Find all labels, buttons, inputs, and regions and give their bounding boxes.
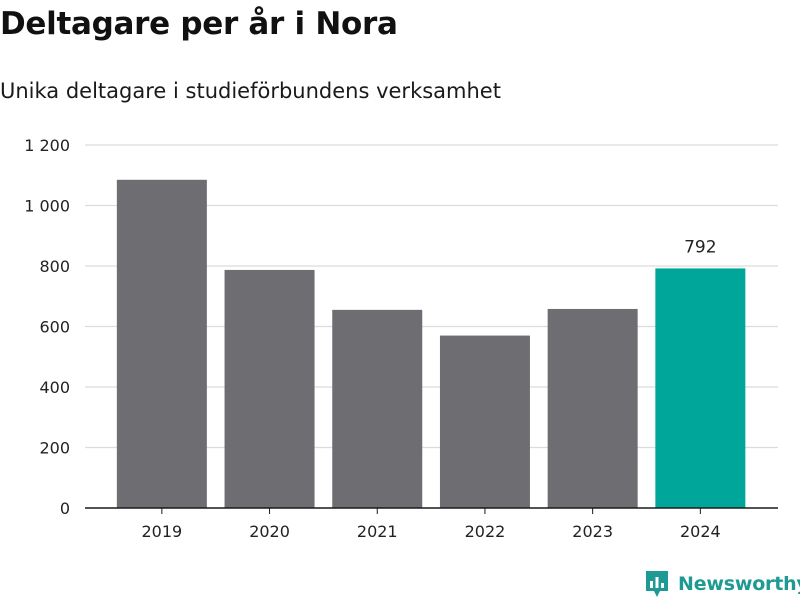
x-tick-label: 2023 (572, 522, 613, 541)
x-tick-label: 2019 (141, 522, 182, 541)
y-tick-label: 1 200 (24, 136, 70, 155)
bar-2019 (116, 179, 207, 508)
y-tick-label: 600 (39, 318, 70, 337)
data-label: 792 (684, 237, 716, 257)
chart-subtitle: Unika deltagare i studieförbundens verks… (0, 79, 501, 103)
y-tick-label: 400 (39, 378, 70, 397)
x-tick-label: 2021 (357, 522, 398, 541)
x-axis (85, 507, 778, 514)
chart-title: Deltagare per år i Nora (0, 6, 398, 42)
bar-2021 (332, 309, 423, 508)
bars (116, 179, 746, 508)
x-tick-label: 2020 (249, 522, 290, 541)
bar-2024 (655, 268, 746, 508)
y-tick-label: 800 (39, 257, 70, 276)
y-tick-label: 0 (60, 499, 70, 518)
x-tick-label: 2024 (680, 522, 721, 541)
y-tick-label: 200 (39, 439, 70, 458)
x-tick-label: 2022 (465, 522, 506, 541)
labels: 0 200 400 600 800 1 000 1 200 2019 2020 2021 2022 2… (24, 136, 721, 541)
bar-2023 (547, 308, 638, 508)
y-tick-label: 1 000 (24, 197, 70, 216)
newsworthy-logo-icon (646, 571, 668, 597)
brand-logo: Newsworthy (644, 569, 800, 599)
bar-2020 (224, 269, 315, 508)
bar-2022 (439, 335, 530, 508)
brand-name: Newsworthy (678, 573, 800, 595)
